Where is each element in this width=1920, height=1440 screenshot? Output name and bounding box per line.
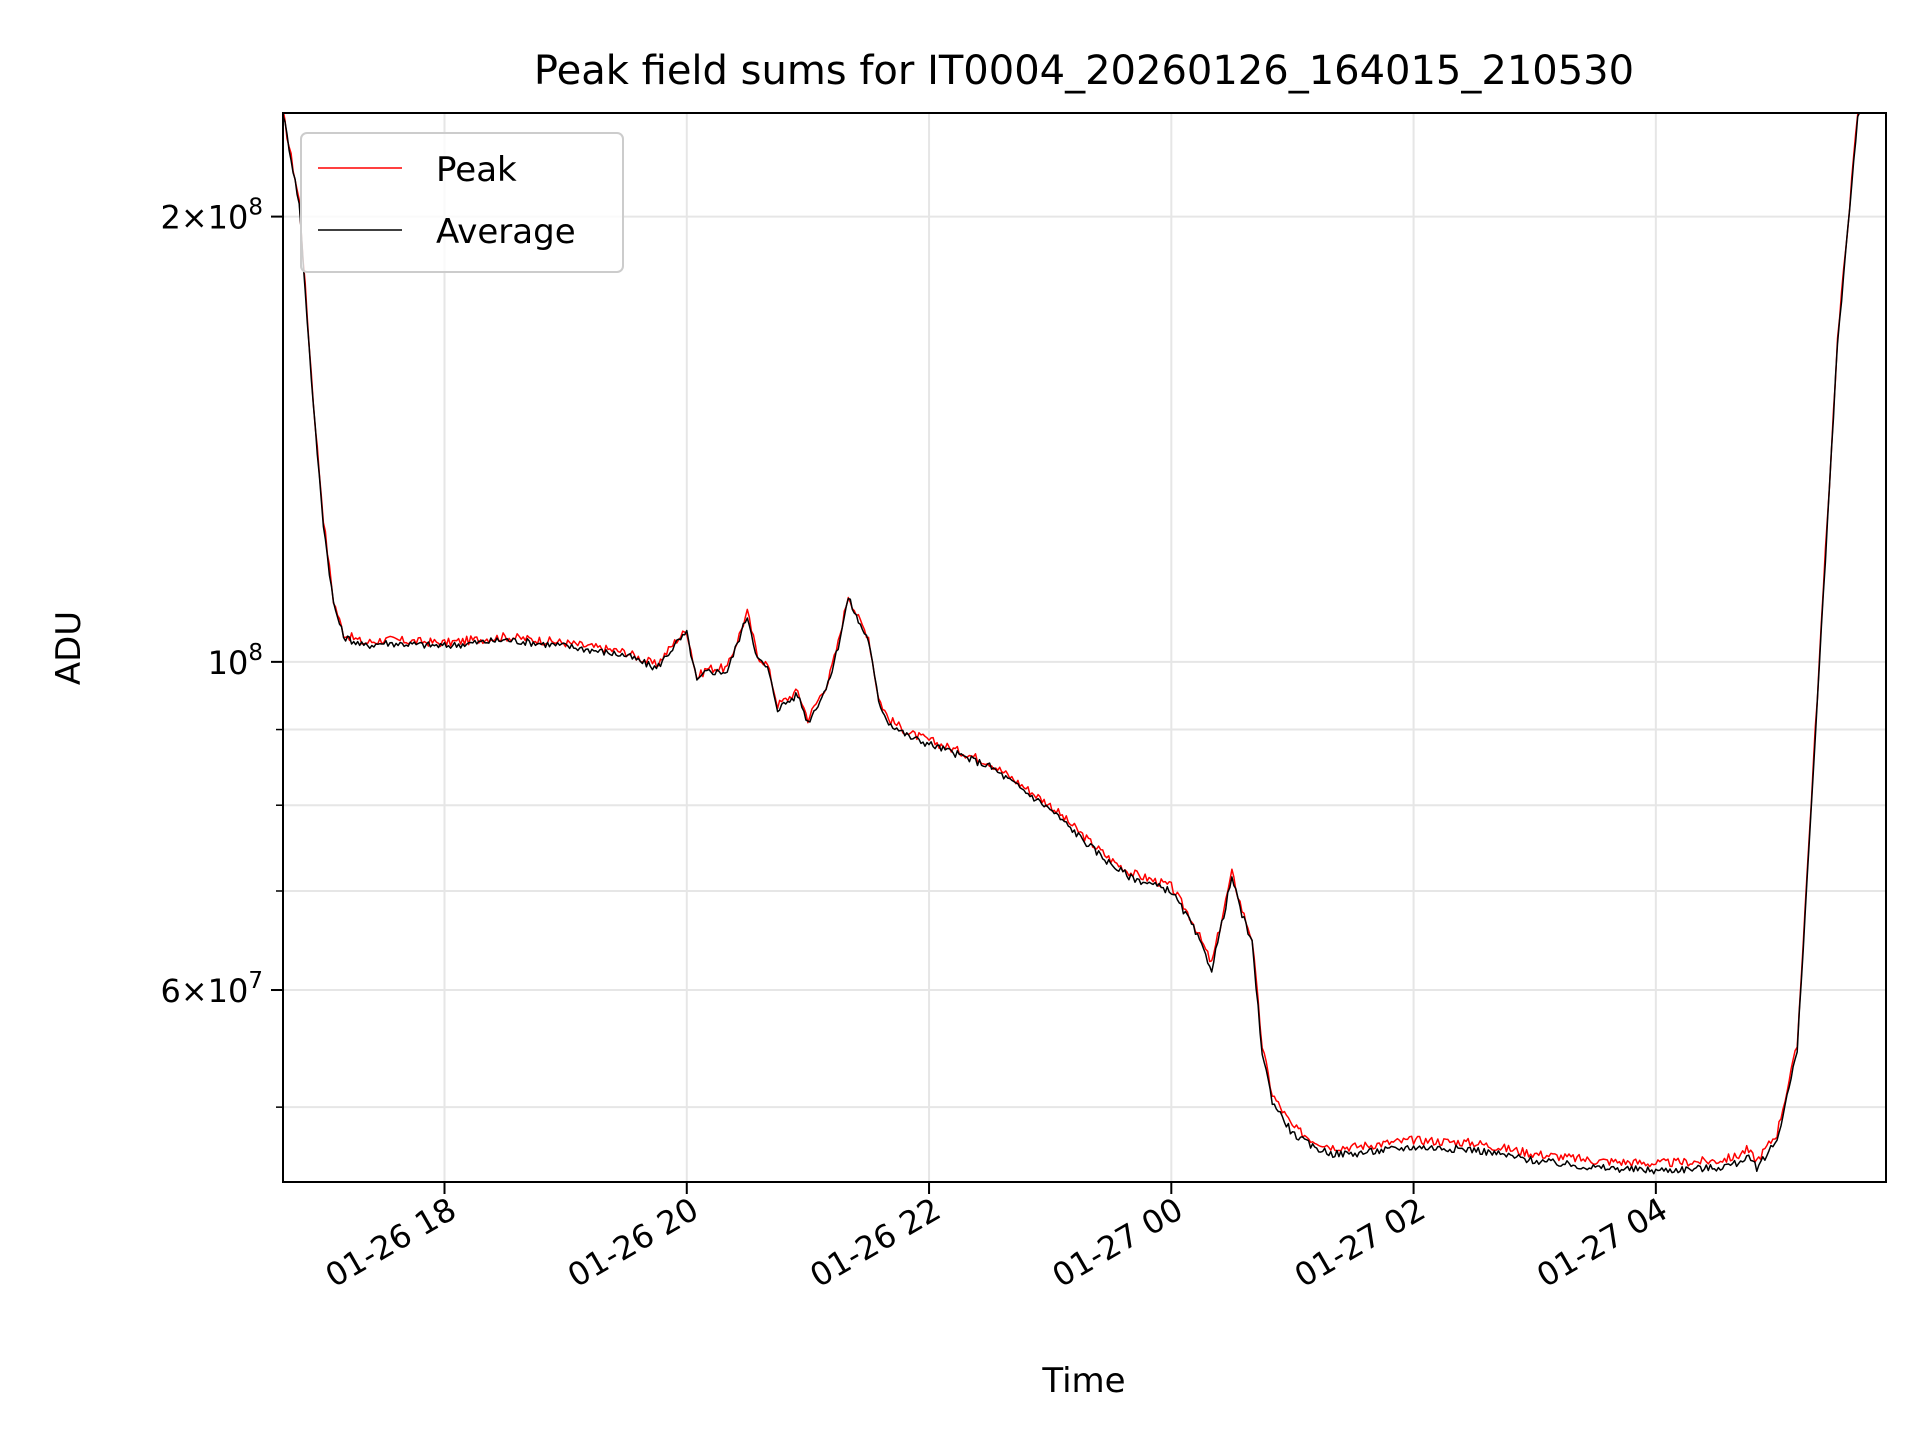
y-axis-label: ADU: [49, 611, 89, 685]
grid: [283, 113, 1886, 1182]
x-axis-label: Time: [1041, 1361, 1125, 1401]
chart-title: Peak field sums for IT0004_20260126_1640…: [534, 48, 1634, 94]
series-line-peak: [283, 113, 1860, 1168]
plot-frame: [282, 112, 1887, 1183]
y-tick-label: 6×107: [160, 968, 263, 1010]
legend-average-label: Average: [436, 212, 576, 252]
legend-peak-label: Peak: [436, 150, 517, 190]
series-layer: [283, 113, 1865, 1175]
legend: Peak Average: [300, 132, 624, 273]
y-tick-label: 2×108: [160, 195, 263, 237]
series-line-average: [283, 113, 1865, 1175]
